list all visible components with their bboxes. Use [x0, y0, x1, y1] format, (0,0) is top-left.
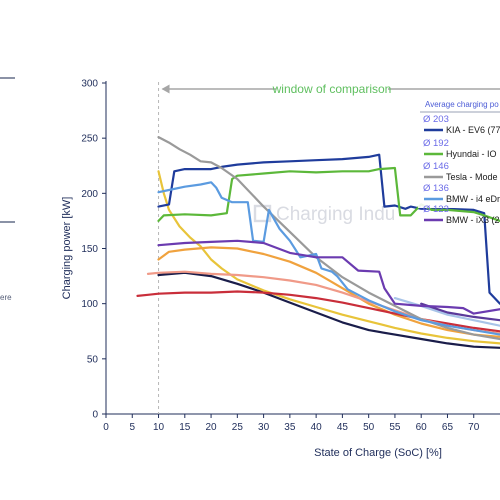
legend-average: Ø 136 — [423, 183, 449, 194]
y-axis-label: Charging power [kW] — [61, 197, 73, 300]
x-tick-label: 65 — [442, 422, 454, 433]
series-line-1 — [157, 166, 500, 222]
x-tick-label: 60 — [416, 422, 428, 433]
x-tick-label: 25 — [232, 422, 244, 433]
legend-average: Ø 203 — [423, 114, 449, 125]
y-tick-label: 300 — [81, 79, 98, 90]
y-tick-label: 50 — [87, 354, 99, 365]
legend-average: Ø 146 — [423, 161, 449, 172]
legend-entry: BMW - iX3 (2 — [446, 215, 500, 225]
legend-average: Ø 123 — [423, 204, 449, 215]
series-line-10 — [393, 297, 500, 327]
left-panel-text: ere — [0, 293, 12, 302]
legend-entry: KIA - EV6 (77 — [446, 125, 500, 135]
y-tick-label: 200 — [81, 189, 98, 200]
series-line-5 — [157, 271, 500, 349]
x-tick-label: 35 — [284, 422, 296, 433]
window-arrow-head-icon — [161, 84, 170, 94]
series-line-0 — [157, 153, 500, 305]
series-line-3 — [157, 181, 500, 336]
legend-entry: Hyundai - IO — [446, 149, 497, 159]
legend-entry: BMW - i4 eDr — [446, 194, 500, 204]
x-tick-label: 20 — [206, 422, 218, 433]
x-tick-label: 0 — [103, 422, 109, 433]
x-tick-label: 70 — [468, 422, 480, 433]
x-tick-label: 45 — [337, 422, 349, 433]
legend-average: Ø 192 — [423, 138, 449, 149]
series-line-6 — [157, 170, 500, 345]
y-tick-label: 0 — [92, 410, 98, 421]
series-line-4 — [157, 239, 500, 315]
y-tick-label: 150 — [81, 244, 98, 255]
legend-entry: Tesla - Mode — [446, 172, 498, 182]
x-tick-label: 40 — [311, 422, 323, 433]
legend-title: Average charging po — [425, 100, 499, 109]
x-tick-label: 5 — [129, 422, 135, 433]
x-tick-label: 50 — [363, 422, 375, 433]
y-tick-label: 250 — [81, 134, 98, 145]
y-tick-label: 100 — [81, 299, 98, 310]
window-label: window of comparison — [272, 82, 392, 96]
series-line-11 — [420, 302, 500, 322]
x-axis-label: State of Charge (SoC) [%] — [314, 447, 442, 459]
watermark-text: Charging Indu — [276, 204, 395, 225]
x-tick-label: 55 — [389, 422, 401, 433]
series-lines — [136, 136, 500, 349]
axes: 0 50 100 150 200 250 300 0 5 10 15 20 25 30 35 40 45 50 55… — [81, 79, 500, 433]
x-tick-label: 15 — [179, 422, 191, 433]
x-tick-label: 30 — [258, 422, 270, 433]
series-line-7 — [157, 246, 500, 338]
x-tick-label: 10 — [153, 422, 165, 433]
